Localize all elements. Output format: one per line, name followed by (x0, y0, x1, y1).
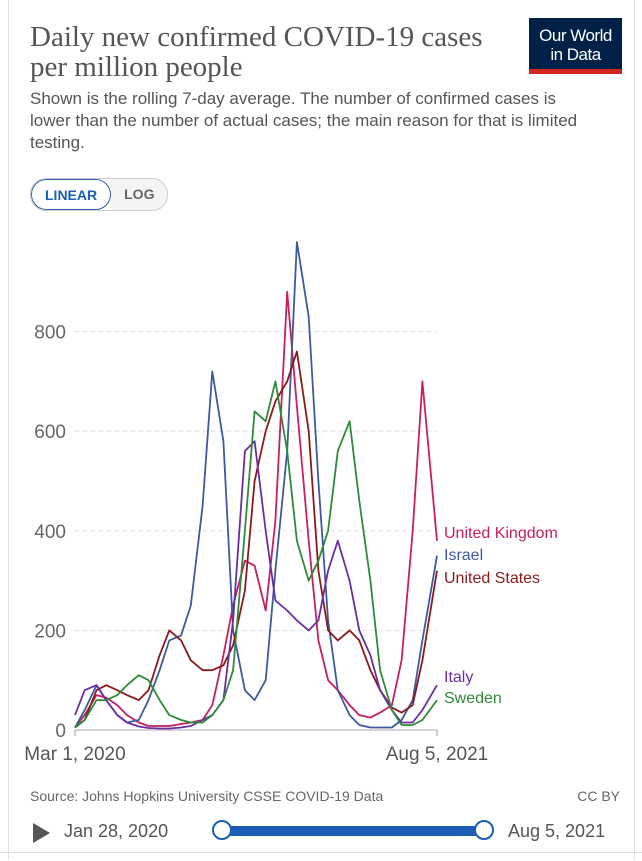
y-tick-label: 0 (55, 721, 66, 742)
scale-toggle: LINEAR LOG (30, 178, 169, 211)
series-label: United States (444, 570, 540, 587)
series-label: Italy (444, 669, 473, 686)
series-label: Sweden (444, 690, 502, 707)
play-icon[interactable] (33, 823, 50, 843)
series-label: United Kingdom (444, 525, 558, 542)
our-world-in-data-logo[interactable]: Our World in Data (529, 18, 622, 74)
series-labels: United Kingdom Israel United States Italy Sw… (444, 525, 558, 707)
chart-subtitle: Shown is the rolling 7-day average. The … (30, 89, 578, 152)
series-line-united-kingdom (74, 290, 438, 729)
y-tick-label: 800 (34, 323, 66, 344)
timeline-start-handle[interactable] (212, 820, 232, 840)
series-line-italy (74, 440, 438, 730)
timeline-track[interactable] (222, 826, 484, 836)
timeline-slider: Jan 28, 2020 Aug 5, 2021 (0, 812, 642, 852)
x-tick-label: Mar 1, 2020 (24, 744, 125, 765)
frame-border-right (634, 0, 635, 860)
linear-scale-button[interactable]: LINEAR (31, 179, 112, 210)
y-tick-label: 200 (34, 621, 66, 642)
timeline-end-date: Aug 5, 2021 (508, 821, 606, 841)
log-scale-button[interactable]: LOG (111, 179, 168, 210)
chart-title: Daily new confirmed COVID-19 cases per m… (30, 21, 483, 83)
y-tick-label: 400 (34, 522, 66, 543)
x-tick-label: Aug 5, 2021 (386, 744, 488, 765)
license-link[interactable]: CC BY (577, 788, 620, 804)
series-line-united-states (74, 350, 438, 729)
y-tick-label: 600 (34, 422, 66, 443)
frame-border-left (8, 0, 9, 860)
bottom-tab-bar (0, 852, 642, 861)
x-axis: Mar 1, 2020 Aug 5, 2021 (24, 730, 488, 765)
logo-line-1: Our World (539, 26, 612, 45)
series-line-israel (74, 241, 438, 729)
source-note[interactable]: Source: Johns Hopkins University CSSE CO… (30, 788, 384, 804)
grid-lines (75, 331, 437, 731)
series-label: Israel (444, 547, 483, 564)
timeline-end-handle[interactable] (474, 820, 494, 840)
line-chart: 0 200 400 600 800 Mar 1, 2020 Aug 5, 2021 Uni… (24, 241, 558, 765)
series-lines (74, 241, 438, 730)
timeline-start-date: Jan 28, 2020 (64, 821, 169, 841)
logo-line-2: in Data (550, 45, 601, 64)
y-axis-ticks: 0 200 400 600 800 (34, 323, 66, 742)
series-line-sweden (74, 380, 438, 729)
